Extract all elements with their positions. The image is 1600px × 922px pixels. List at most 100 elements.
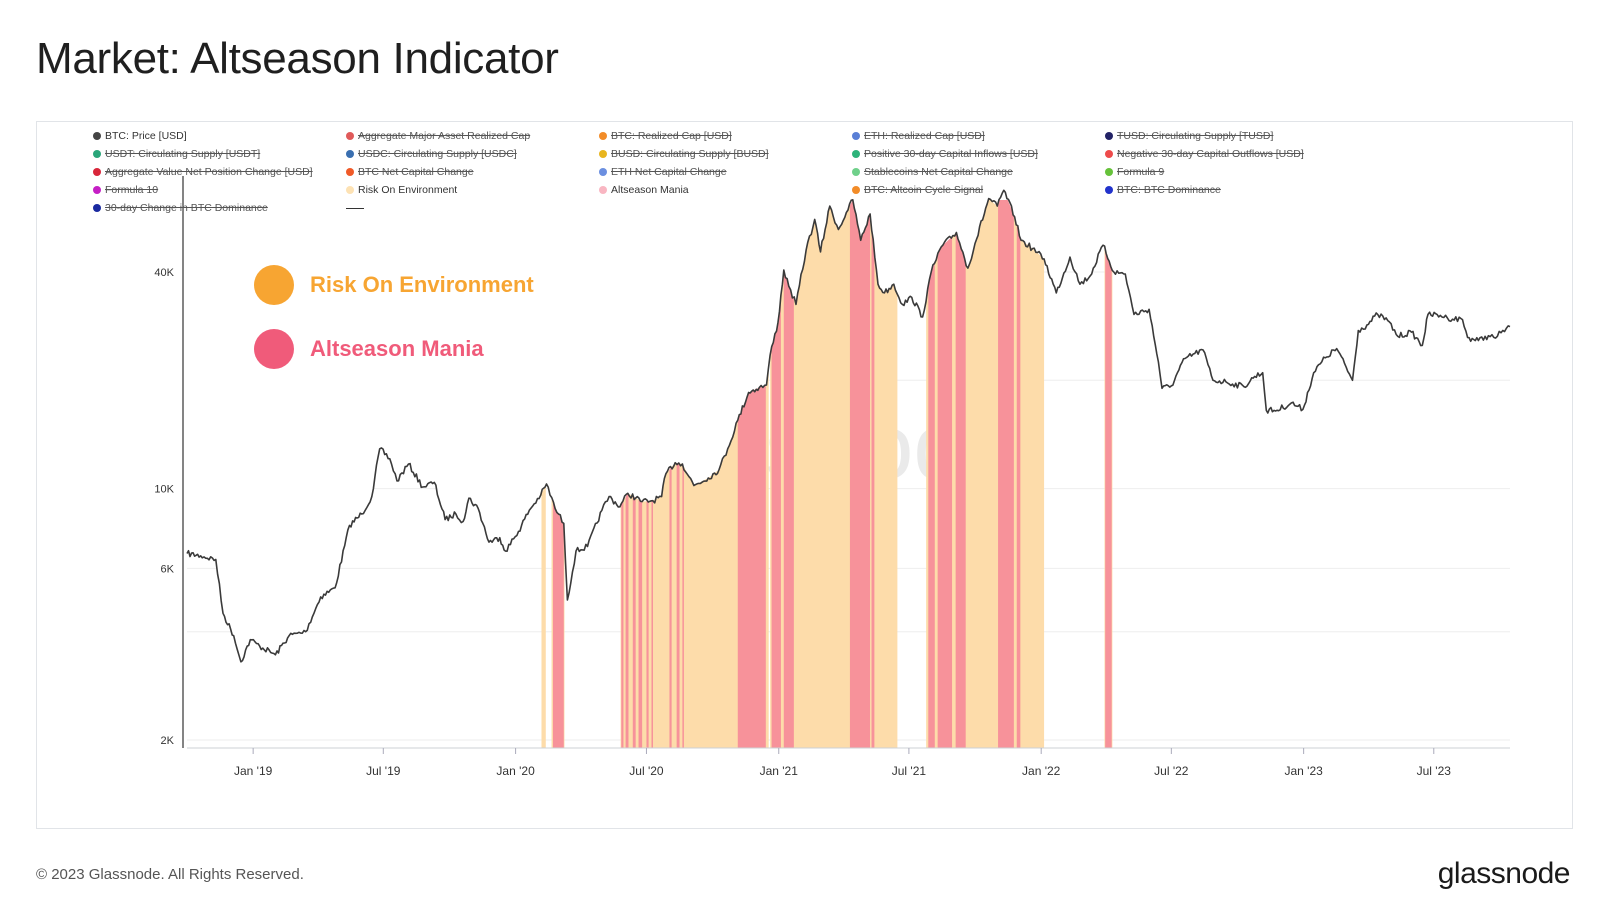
x-tick-label: Jan '22: [1022, 764, 1061, 778]
legend-label: BTC: Altcoin Cycle Signal: [864, 184, 984, 196]
legend-dot-icon: [1105, 186, 1113, 194]
legend-label: Negative 30-day Capital Outflows [USD]: [1117, 148, 1304, 160]
legend-label: BTC: Price [USD]: [105, 130, 187, 142]
legend-label: ETH: Realized Cap [USD]: [864, 130, 985, 142]
legend-item[interactable]: BTC: Price [USD]: [93, 130, 187, 142]
legend-label: USDT: Circulating Supply [USDT]: [105, 148, 261, 160]
legend-label: Altseason Mania: [611, 184, 689, 196]
legend-dot-icon: [93, 132, 101, 140]
legend-label: Aggregate Value Net Position Change [USD…: [105, 166, 313, 178]
legend-dot-icon: [599, 168, 607, 176]
band-rect: [1016, 200, 1021, 748]
band-rect: [871, 200, 875, 748]
band-rect: [849, 200, 871, 748]
x-tick-label: Jan '21: [760, 764, 799, 778]
legend-dot-icon: [1105, 168, 1113, 176]
legend-label: Positive 30-day Capital Inflows [USD]: [864, 148, 1038, 160]
legend-dot-icon: [1105, 150, 1113, 158]
x-tick-label: Jan '19: [234, 764, 273, 778]
btc-price-line: [186, 189, 1511, 663]
band-rect: [771, 200, 781, 748]
legend-item[interactable]: 30-day Change in BTC Dominance: [93, 202, 268, 214]
annotation-label: Altseason Mania: [310, 336, 484, 361]
legend-dot-icon: [599, 150, 607, 158]
annotation-label: Risk On Environment: [310, 272, 534, 297]
legend-label: Risk On Environment: [358, 184, 458, 196]
copyright: © 2023 Glassnode. All Rights Reserved.: [36, 866, 304, 883]
legend-label: Formula 10: [105, 184, 159, 196]
legend-dot-icon: [1105, 132, 1113, 140]
legend-label: BTC: Realized Cap [USD]: [611, 130, 732, 142]
legend-item[interactable]: Aggregate Major Asset Realized Cap: [346, 130, 530, 142]
legend-label: TUSD: Circulating Supply [TUSD]: [1117, 130, 1274, 142]
x-tick-label: Jul '21: [892, 764, 927, 778]
legend-dot-icon: [346, 186, 354, 194]
legend-label: 30-day Change in BTC Dominance: [105, 202, 268, 214]
legend-dot-icon: [599, 132, 607, 140]
x-tick-label: Jul '20: [629, 764, 664, 778]
risk-on-dot-icon: [254, 265, 294, 305]
legend-label: BTC Net Capital Change: [358, 166, 474, 178]
legend-dot-icon: [852, 132, 860, 140]
legend-label: USDC: Circulating Supply [USDC]: [358, 148, 517, 160]
legend-dot-icon: [346, 168, 354, 176]
legend-label: Aggregate Major Asset Realized Cap: [358, 130, 531, 142]
x-tick-label: Jul '23: [1417, 764, 1452, 778]
x-tick-label: Jul '22: [1154, 764, 1189, 778]
y-tick-label: 6K: [161, 563, 175, 575]
legend-label: ETH Net Capital Change: [611, 166, 727, 178]
legend-dot-icon: [346, 132, 354, 140]
legend-dot-icon: [93, 150, 101, 158]
legend-item[interactable]: Risk On Environment: [346, 184, 457, 196]
legend-item[interactable]: Negative 30-day Capital Outflows [USD]: [1105, 148, 1304, 160]
band-rect: [928, 200, 935, 748]
legend-dot-icon: [599, 186, 607, 194]
x-tick-label: Jan '23: [1284, 764, 1323, 778]
legend-item[interactable]: ETH Net Capital Change: [599, 166, 727, 178]
band-mask: [187, 190, 1510, 662]
band-rect: [1105, 200, 1112, 748]
legend-dot-icon: [852, 186, 860, 194]
legend-item[interactable]: TUSD: Circulating Supply [TUSD]: [1105, 130, 1273, 142]
annotation-altseason-mania: Altseason Mania: [254, 329, 484, 369]
y-tick-label: 10K: [154, 484, 174, 496]
legend-item[interactable]: Stablecoins Net Capital Change: [852, 166, 1013, 178]
legend-item[interactable]: BTC: Altcoin Cycle Signal: [852, 184, 983, 196]
legend-item[interactable]: USDT: Circulating Supply [USDT]: [93, 148, 260, 160]
legend-dot-icon: [852, 150, 860, 158]
legend-dot-icon: [346, 150, 354, 158]
band-rect: [676, 200, 680, 748]
legend-item[interactable]: BTC Net Capital Change: [346, 166, 474, 178]
legend-item[interactable]: Aggregate Value Net Position Change [USD…: [93, 166, 313, 178]
y-tick-label: 40K: [154, 267, 174, 279]
annotation-risk-on: Risk On Environment: [254, 265, 534, 305]
legend-item[interactable]: Formula 9: [1105, 166, 1164, 178]
legend-item[interactable]: Altseason Mania: [599, 184, 689, 196]
legend-label: Stablecoins Net Capital Change: [864, 166, 1013, 178]
y-tick-label: 2K: [161, 735, 175, 747]
legend-item[interactable]: BTC: Realized Cap [USD]: [599, 130, 732, 142]
legend-dot-icon: [93, 204, 101, 212]
band-rect: [682, 200, 684, 748]
legend-label: Formula 9: [1117, 166, 1165, 178]
legend-item[interactable]: Positive 30-day Capital Inflows [USD]: [852, 148, 1038, 160]
legend-item[interactable]: BUSD: Circulating Supply [BUSD]: [599, 148, 769, 160]
x-tick-label: Jul '19: [366, 764, 401, 778]
altseason-mania-bands: [187, 190, 1510, 748]
legend-line-icon: [346, 206, 364, 209]
band-rect: [998, 200, 1014, 748]
legend-item[interactable]: USDC: Circulating Supply [USDC]: [346, 148, 517, 160]
legend-dot-icon: [852, 168, 860, 176]
x-axis: Jan '19 Jul '19 Jan '20 Jul '20 Jan '21 Jul '…: [187, 747, 1510, 778]
legend-item[interactable]: ETH: Realized Cap [USD]: [852, 130, 985, 142]
band-rect: [955, 200, 966, 748]
band-rect: [669, 200, 672, 748]
legend-label: BTC: BTC Dominance: [1117, 184, 1221, 196]
legend-dot-icon: [93, 168, 101, 176]
legend-item[interactable]: Formula 10: [93, 184, 158, 196]
band-rect: [937, 200, 953, 748]
glassnode-logo[interactable]: glassnode: [1437, 857, 1571, 890]
band-rect: [783, 200, 794, 748]
legend-item[interactable]: BTC: BTC Dominance: [1105, 184, 1221, 196]
